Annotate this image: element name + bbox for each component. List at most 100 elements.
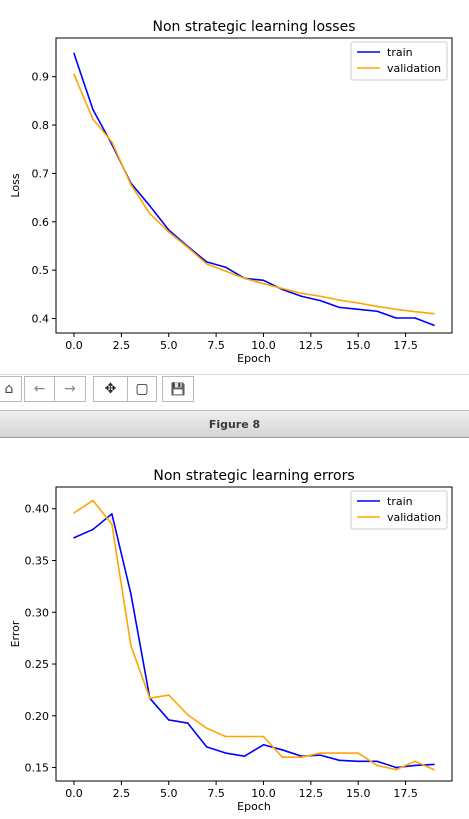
data-point-validation: [319, 295, 322, 298]
data-point-train: [92, 528, 94, 531]
data-point-validation: [395, 308, 397, 311]
data-point-validation: [395, 768, 397, 771]
x-tick-label: 0.0: [65, 787, 83, 800]
y-tick-label: 0.9: [32, 71, 50, 84]
data-point-validation: [73, 73, 75, 76]
data-point-train: [130, 592, 132, 595]
data-point-validation: [130, 183, 132, 186]
data-point-train: [224, 266, 227, 269]
data-point-train: [167, 719, 170, 721]
data-point-train: [243, 755, 246, 757]
y-tick-label: 0.7: [32, 167, 50, 180]
back-button[interactable]: ←: [24, 376, 54, 402]
plot-area-frame: [55, 486, 453, 782]
y-tick-label: 0.35: [25, 555, 50, 568]
data-point-validation: [319, 752, 322, 754]
data-point-validation: [92, 499, 94, 502]
x-tick-label: 2.5: [113, 339, 131, 352]
x-tick-label: 10.0: [251, 787, 276, 800]
data-point-train: [433, 763, 435, 766]
y-tick-label: 0.15: [25, 762, 50, 775]
x-tick-label: 0.0: [65, 339, 83, 352]
legend: train validation: [350, 41, 448, 81]
x-tick-label: 2.5: [113, 787, 131, 800]
data-point-validation: [167, 231, 170, 233]
x-tick-label: 7.5: [207, 339, 225, 352]
y-tick-label: 0.8: [32, 119, 50, 132]
data-point-validation: [338, 752, 341, 754]
data-point-train: [111, 513, 113, 515]
x-tick-label: 5.0: [160, 339, 178, 352]
data-point-train: [338, 759, 341, 762]
data-point-train: [376, 760, 378, 763]
pan-button[interactable]: ✥: [93, 376, 127, 402]
data-point-validation: [300, 756, 303, 758]
data-point-train: [395, 317, 397, 319]
y-tick-label: 0.20: [25, 710, 50, 723]
forward-button[interactable]: →: [54, 376, 86, 402]
data-point-train: [186, 722, 189, 724]
data-point-validation: [262, 282, 265, 285]
x-tick-label: 5.0: [160, 787, 178, 800]
home-button[interactable]: ⌂: [0, 376, 22, 402]
data-point-validation: [281, 756, 284, 758]
loss-figure: Non strategic learning losses 0.0 2.5 5.0 7.…: [0, 0, 469, 374]
data-point-validation: [73, 512, 75, 514]
window-title: Figure 8: [208, 417, 261, 431]
x-tick-label: 17.5: [393, 339, 418, 352]
data-point-validation: [224, 270, 227, 272]
data-point-validation: [433, 768, 435, 771]
data-point-validation: [148, 212, 151, 215]
data-point-validation: [338, 299, 341, 301]
data-point-train: [357, 308, 360, 311]
x-tick-label: 10.0: [251, 339, 276, 352]
series-line-validation: [73, 499, 435, 771]
data-point-validation: [205, 727, 208, 730]
legend-label-validation: validation: [387, 62, 441, 75]
x-tick-label: 15.0: [346, 787, 371, 800]
y-tick-label: 0.5: [32, 264, 50, 277]
data-point-validation: [186, 246, 189, 249]
y-tick-label: 0.30: [25, 606, 50, 619]
data-point-validation: [148, 697, 151, 699]
zoom-button[interactable]: ▢: [127, 376, 157, 402]
y-tick-label: 0.25: [25, 658, 50, 671]
data-point-train: [414, 764, 416, 767]
x-axis-label: Epoch: [237, 352, 271, 365]
legend-label-validation: validation: [387, 511, 441, 524]
error-figure: Non strategic learning errors 0.0 2.5 5.0 7.…: [0, 438, 469, 819]
data-point-train: [376, 310, 378, 313]
data-point-validation: [357, 302, 360, 304]
data-point-validation: [281, 287, 284, 290]
data-point-validation: [357, 752, 360, 754]
data-point-train: [357, 760, 360, 763]
data-point-validation: [130, 644, 132, 647]
data-point-train: [205, 746, 208, 748]
data-point-validation: [414, 310, 416, 313]
back-arrow-icon: ←: [33, 381, 46, 397]
data-point-train: [338, 306, 341, 309]
legend-label-train: train: [387, 495, 413, 508]
y-axis-label: Error: [9, 620, 22, 647]
data-point-train: [319, 754, 322, 756]
zoom-rectangle-icon: ▢: [135, 381, 149, 397]
series-line-validation: [73, 73, 435, 315]
data-point-validation: [224, 735, 227, 738]
data-point-train: [300, 295, 303, 298]
data-point-validation: [433, 312, 435, 315]
legend-label-train: train: [387, 46, 413, 59]
data-point-train: [414, 317, 416, 319]
data-point-validation: [376, 764, 378, 767]
data-point-validation: [414, 760, 416, 763]
data-point-train: [167, 229, 170, 231]
x-axis-label: Epoch: [237, 800, 271, 813]
navigation-toolbar: ⌂ ← → ✥ ▢ 💾: [0, 374, 469, 407]
figure-window-titlebar[interactable]: Figure 8: [0, 410, 469, 438]
chart-title: Non strategic learning errors: [153, 468, 354, 484]
x-tick-label: 15.0: [346, 339, 371, 352]
x-tick-label: 12.5: [299, 339, 324, 352]
data-point-train: [262, 279, 265, 282]
data-point-validation: [92, 118, 94, 121]
data-point-train: [281, 749, 284, 751]
save-button[interactable]: 💾: [162, 376, 194, 402]
